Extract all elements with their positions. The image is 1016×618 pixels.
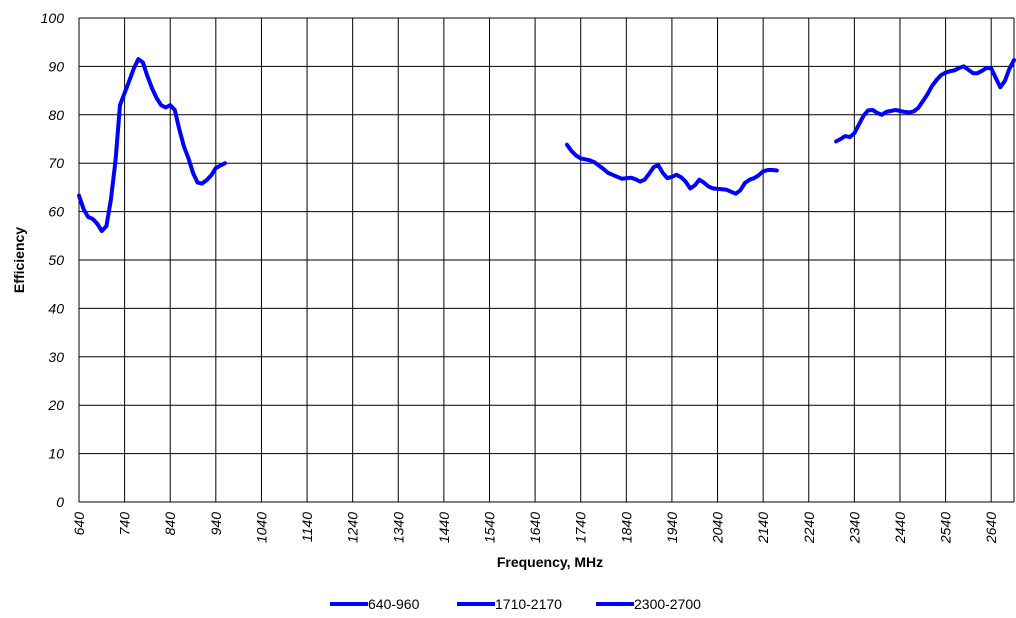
series-line-2300-2700 — [834, 58, 1016, 144]
x-tick-label: 1240 — [345, 512, 361, 543]
x-tick-label: 1140 — [299, 512, 315, 542]
y-tick-label: 60 — [48, 204, 64, 220]
legend-label: 2300-2700 — [634, 596, 701, 612]
x-tick-label: 1340 — [390, 512, 406, 543]
x-tick-label: 2340 — [846, 512, 862, 544]
y-tick-label: 80 — [48, 107, 64, 123]
x-tick-label: 1740 — [573, 512, 589, 543]
y-axis-ticks: 0 10 20 30 40 50 60 70 80 90 100 — [41, 10, 65, 510]
y-tick-label: 100 — [41, 10, 65, 26]
y-tick-label: 0 — [56, 494, 64, 510]
y-tick-label: 20 — [47, 397, 64, 413]
y-tick-label: 30 — [48, 349, 64, 365]
x-axis-label: Frequency, MHz — [497, 554, 603, 570]
legend: 640-960 1710-2170 2300-2700 — [330, 596, 701, 612]
x-tick-label: 2140 — [755, 512, 771, 544]
x-tick-label: 1040 — [253, 512, 269, 543]
x-tick-label: 1840 — [618, 512, 634, 543]
series-line-640-960 — [77, 57, 227, 233]
x-tick-label: 2440 — [892, 512, 908, 544]
x-tick-label: 1540 — [481, 512, 497, 543]
legend-label: 1710-2170 — [495, 596, 562, 612]
y-tick-label: 50 — [48, 252, 64, 268]
x-tick-label: 2640 — [983, 512, 999, 544]
series-lines — [77, 57, 1016, 233]
x-tick-label: 2240 — [801, 512, 817, 544]
x-tick-label: 940 — [208, 512, 224, 536]
x-tick-label: 640 — [71, 512, 87, 536]
y-tick-label: 90 — [48, 58, 64, 74]
x-tick-label: 1940 — [664, 512, 680, 543]
y-axis-label: Efficiency — [11, 227, 27, 293]
x-tick-label: 2540 — [938, 512, 954, 544]
x-tick-label: 840 — [162, 512, 178, 536]
x-tick-label: 1440 — [436, 512, 452, 543]
x-axis-ticks: 640 740 840 940 1040 1140 1240 1340 1440 1540 1640… — [71, 512, 999, 544]
y-tick-label: 70 — [48, 155, 64, 171]
series-line-1710-2170 — [565, 142, 779, 196]
x-tick-label: 2040 — [710, 512, 726, 544]
y-tick-label: 40 — [48, 300, 64, 316]
grid — [78, 17, 1015, 503]
x-tick-label: 1640 — [527, 512, 543, 543]
y-tick-label: 10 — [48, 446, 64, 462]
legend-label: 640-960 — [368, 596, 420, 612]
x-tick-label: 740 — [117, 512, 133, 536]
